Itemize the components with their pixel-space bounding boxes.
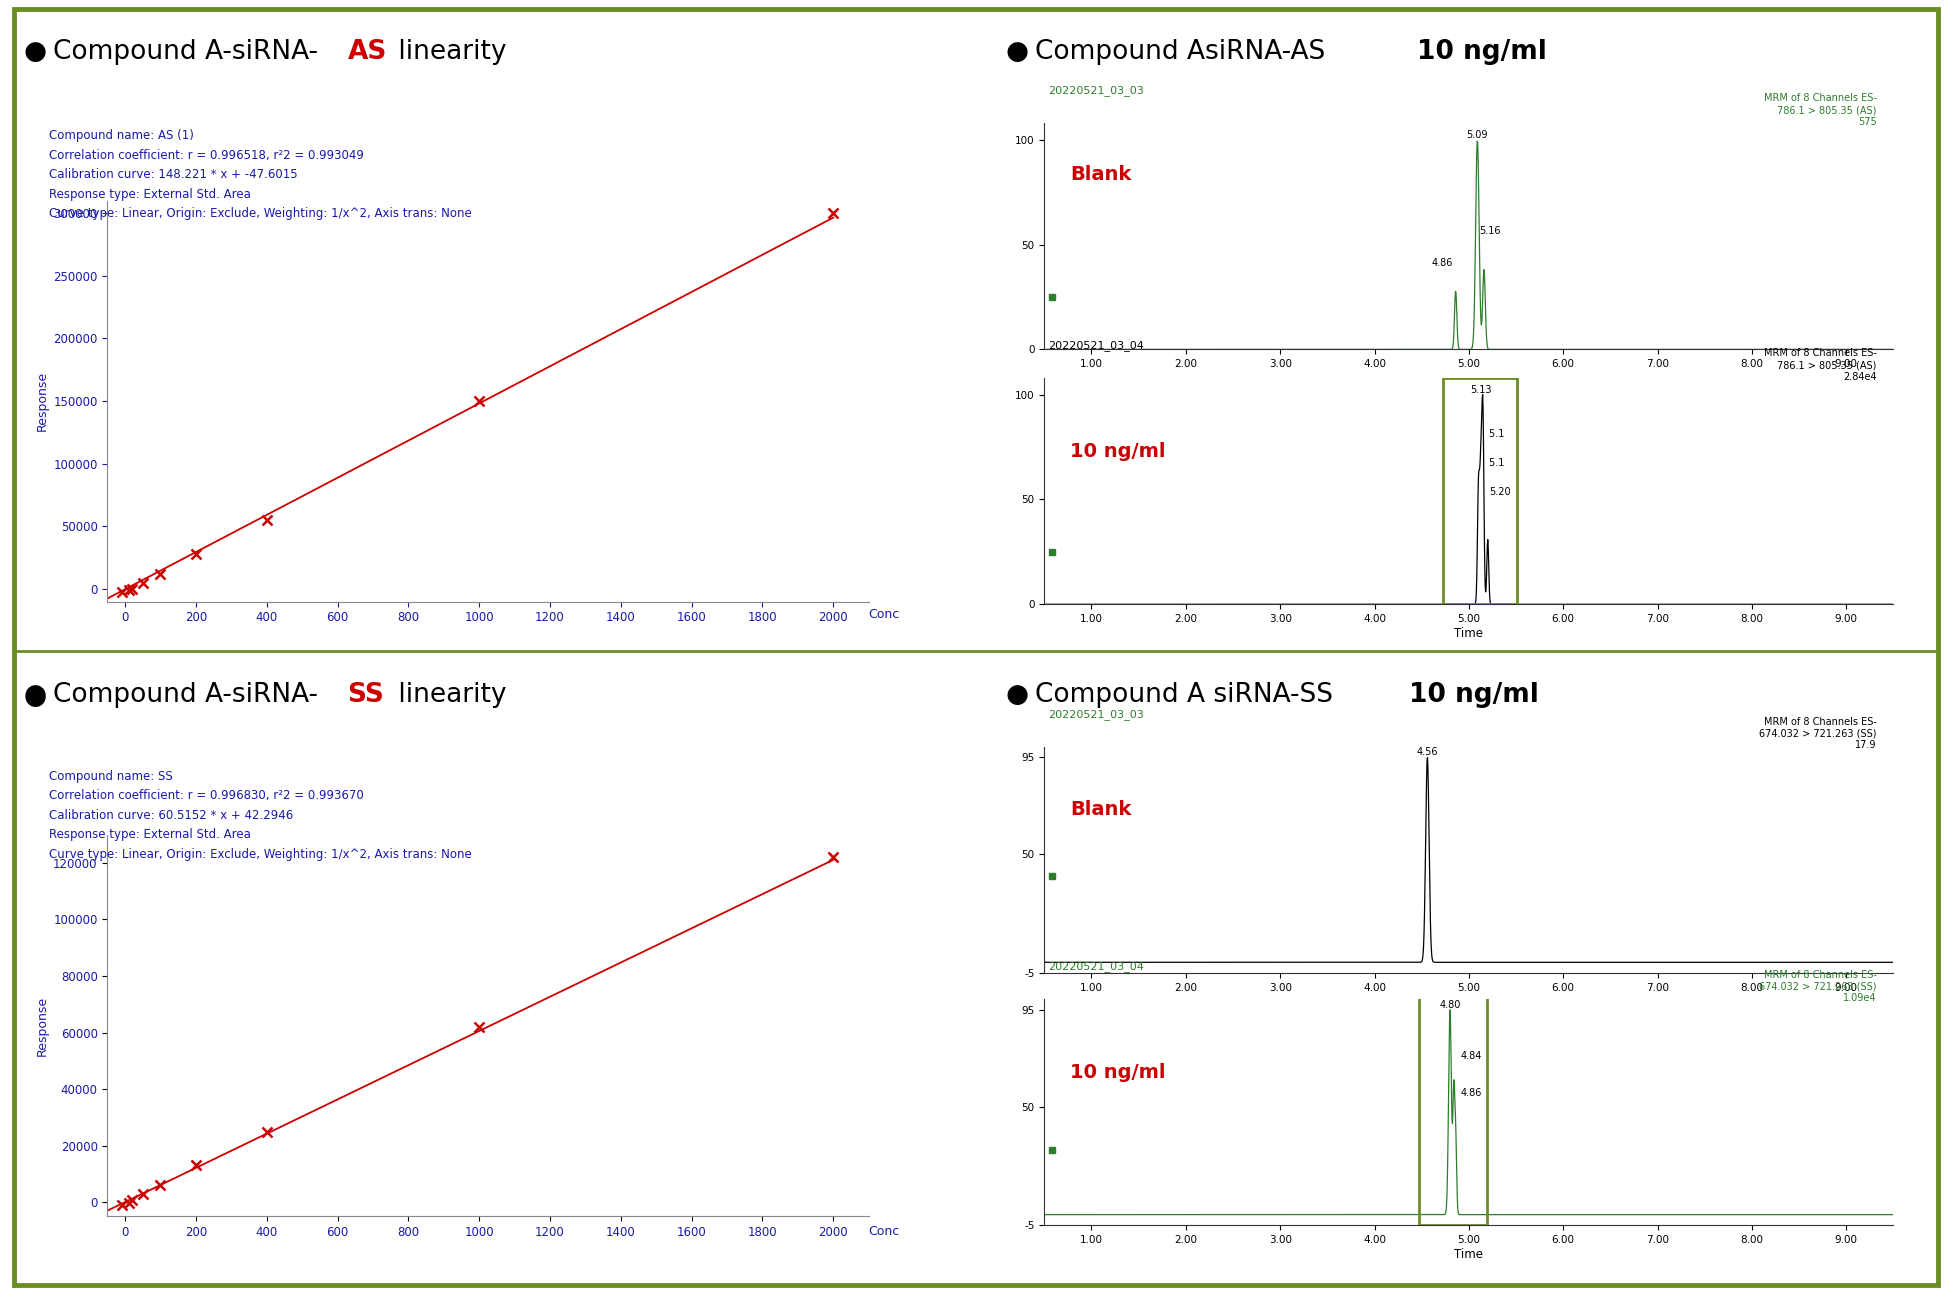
Text: ●: ● bbox=[1005, 39, 1029, 65]
X-axis label: Time: Time bbox=[1454, 1247, 1484, 1260]
Y-axis label: Response: Response bbox=[35, 995, 49, 1056]
Text: AS: AS bbox=[347, 39, 386, 65]
Text: 10 ng/ml: 10 ng/ml bbox=[1070, 443, 1165, 461]
Text: 4.56: 4.56 bbox=[1417, 747, 1439, 757]
Text: Compound name: AS (1)
Correlation coefficient: r = 0.996518, r²2 = 0.993049
Cali: Compound name: AS (1) Correlation coeffi… bbox=[49, 129, 472, 220]
Text: 5.09: 5.09 bbox=[1466, 129, 1487, 140]
Text: MRM of 8 Channels ES-
786.1 > 805.35 (AS)
575: MRM of 8 Channels ES- 786.1 > 805.35 (AS… bbox=[1763, 93, 1876, 127]
Text: 20220521_03_03: 20220521_03_03 bbox=[1048, 709, 1144, 719]
Text: Compound name: SS
Correlation coefficient: r = 0.996830, r²2 = 0.993670
Calibrat: Compound name: SS Correlation coefficien… bbox=[49, 770, 472, 861]
Text: Blank: Blank bbox=[1070, 164, 1130, 184]
Text: MRM of 8 Channels ES-
674.032 > 721.263 (SS)
1.09e4: MRM of 8 Channels ES- 674.032 > 721.263 … bbox=[1759, 969, 1876, 1003]
Text: 5.13: 5.13 bbox=[1470, 384, 1491, 395]
Text: 5.1​: 5.1​ bbox=[1489, 428, 1505, 439]
Text: Conc: Conc bbox=[869, 608, 900, 621]
Text: linearity: linearity bbox=[390, 39, 508, 65]
Text: SS: SS bbox=[347, 682, 385, 708]
Text: 10 ng/ml: 10 ng/ml bbox=[1417, 39, 1548, 65]
Text: Compound A siRNA-SS: Compound A siRNA-SS bbox=[1035, 682, 1341, 708]
Text: 10 ng/ml: 10 ng/ml bbox=[1070, 1064, 1165, 1082]
Text: 10 ng/ml: 10 ng/ml bbox=[1409, 682, 1540, 708]
Text: Blank: Blank bbox=[1070, 800, 1130, 819]
Text: ●: ● bbox=[23, 682, 47, 708]
Text: ●: ● bbox=[1005, 682, 1029, 708]
Bar bbox=[1419, 989, 1487, 1225]
Text: 4.80: 4.80 bbox=[1439, 999, 1460, 1009]
Text: 4.86: 4.86 bbox=[1460, 1088, 1482, 1099]
Text: linearity: linearity bbox=[390, 682, 508, 708]
Text: 5.16: 5.16 bbox=[1480, 226, 1501, 236]
Text: ●: ● bbox=[23, 39, 47, 65]
Text: Compound A-siRNA-: Compound A-siRNA- bbox=[53, 682, 318, 708]
Text: 4.84: 4.84 bbox=[1460, 1051, 1482, 1061]
X-axis label: Time: Time bbox=[1454, 626, 1484, 639]
Text: 5.20: 5.20 bbox=[1489, 488, 1511, 497]
Text: 20220521_03_03: 20220521_03_03 bbox=[1048, 85, 1144, 96]
Text: Compound AsiRNA-AS: Compound AsiRNA-AS bbox=[1035, 39, 1333, 65]
Text: Compound A-siRNA-: Compound A-siRNA- bbox=[53, 39, 318, 65]
Text: Conc: Conc bbox=[869, 1225, 900, 1238]
Y-axis label: Response: Response bbox=[35, 371, 49, 431]
Text: 20220521_03_04: 20220521_03_04 bbox=[1048, 961, 1144, 972]
Text: 5.1​: 5.1​ bbox=[1489, 458, 1505, 468]
Text: ●: ● bbox=[23, 685, 47, 710]
Bar bbox=[1443, 378, 1517, 604]
Text: MRM of 8 Channels ES-
786.1 > 805.35 (AS)
2.84e4: MRM of 8 Channels ES- 786.1 > 805.35 (AS… bbox=[1763, 348, 1876, 382]
Text: MRM of 8 Channels ES-
674.032 > 721.263 (SS)
17.9: MRM of 8 Channels ES- 674.032 > 721.263 … bbox=[1759, 717, 1876, 751]
Text: 4.86: 4.86 bbox=[1431, 258, 1452, 268]
Text: 20220521_03_04: 20220521_03_04 bbox=[1048, 340, 1144, 351]
